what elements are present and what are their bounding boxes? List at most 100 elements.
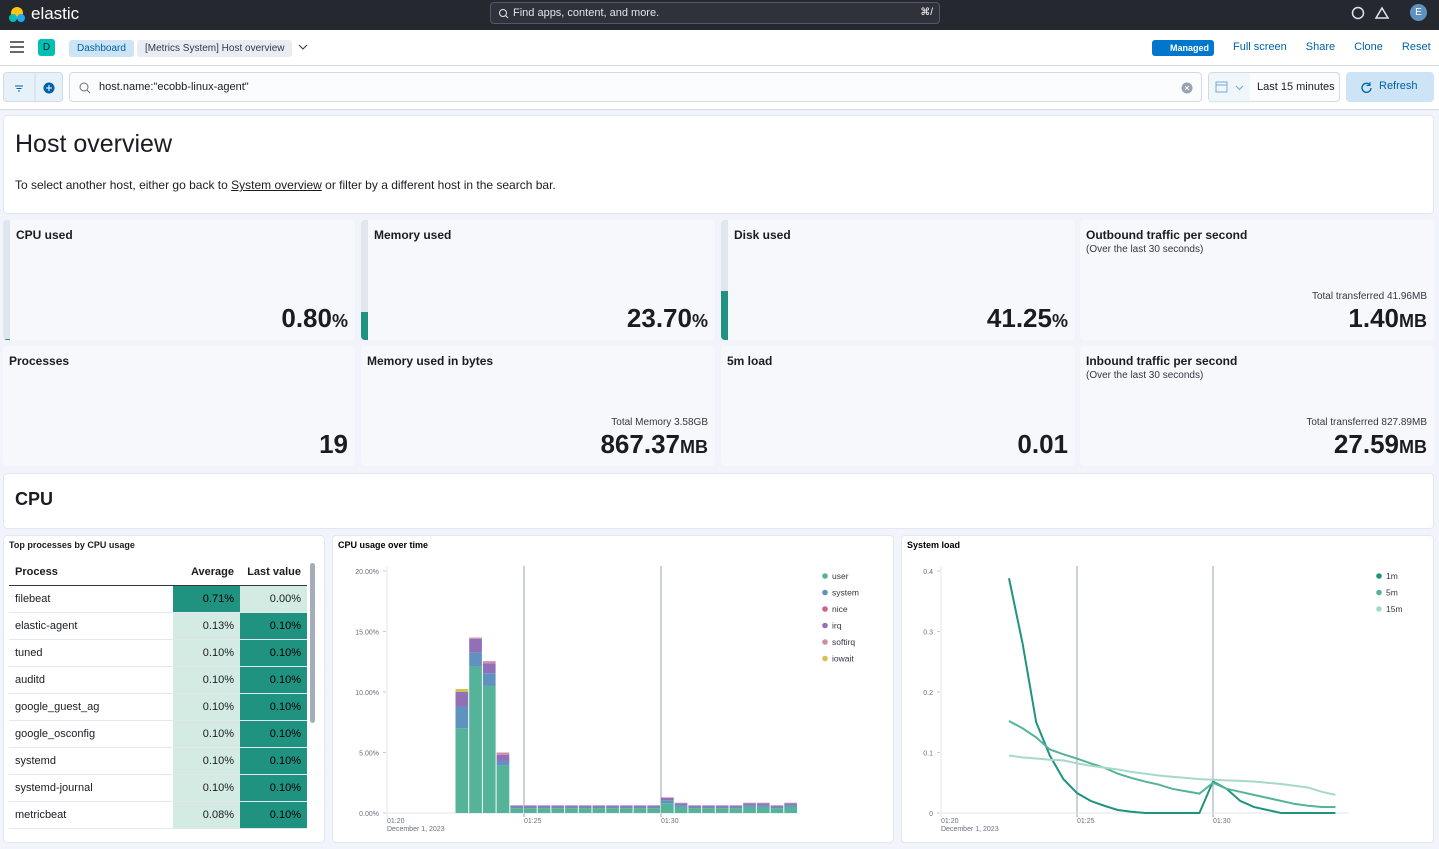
bar-segment (593, 807, 606, 808)
menu-icon[interactable] (10, 41, 24, 53)
table-cell: 0.10% (240, 640, 307, 667)
bar-segment (647, 807, 660, 808)
action-button[interactable]: Share (1306, 41, 1335, 53)
table-cell: 0.10% (240, 775, 307, 802)
bar-segment (661, 797, 674, 798)
table-row: filebeat0.71%0.00% (9, 586, 307, 613)
metric-number: 23.70 (627, 303, 692, 333)
table-row: metricbeat0.08%0.10% (9, 802, 307, 829)
bar-segment (483, 661, 496, 663)
metric-number: 0.01 (1017, 429, 1068, 459)
header-icons[interactable] (1351, 6, 1401, 24)
bar-segment (634, 807, 647, 808)
metric-subtitle: (Over the last 30 seconds) (1086, 244, 1203, 255)
action-button[interactable]: Reset (1402, 41, 1431, 53)
bar-segment (784, 807, 797, 813)
table-title: Top processes by CPU usage (9, 540, 135, 550)
bar-segment (620, 806, 633, 807)
line (1009, 721, 1335, 807)
table-cell: google_guest_ag (9, 694, 173, 721)
managed-badge: Managed (1152, 40, 1214, 56)
clear-icon[interactable] (1181, 82, 1193, 94)
actions: Full screen Share Clone Reset (1233, 41, 1431, 53)
column-header[interactable]: Average (173, 559, 240, 586)
bar-segment (716, 807, 729, 808)
bar-segment (688, 806, 701, 807)
scrollbar[interactable] (310, 563, 315, 723)
bar-segment (606, 807, 619, 808)
y-tick-label: 0.1 (923, 751, 933, 758)
table-cell: auditd (9, 667, 173, 694)
metric-number: 1.40 (1348, 303, 1399, 333)
bar-segment (702, 808, 715, 813)
table-cell: elastic-agent (9, 613, 173, 640)
action-button[interactable]: Clone (1354, 41, 1383, 53)
refresh-button[interactable]: Refresh (1346, 72, 1434, 102)
bar-segment (634, 806, 647, 807)
y-tick-label: 0.3 (923, 630, 933, 637)
filter-buttons[interactable] (3, 72, 63, 102)
table-cell: 0.10% (240, 613, 307, 640)
bar-segment (730, 805, 743, 806)
intro-panel: Host overview To select another host, ei… (3, 115, 1434, 214)
table-cell: 0.10% (240, 721, 307, 748)
metric-number: 19 (319, 429, 348, 459)
metric-title: Memory used in bytes (367, 354, 493, 368)
legend-label: softirq (832, 637, 855, 647)
avatar[interactable]: E (1410, 4, 1427, 21)
table-row: tuned0.10%0.10% (9, 640, 307, 667)
column-header[interactable]: Last value (240, 559, 307, 586)
bar-segment (579, 806, 592, 807)
space-badge[interactable]: D (38, 39, 55, 56)
legend-swatch (822, 639, 828, 645)
logo-text: elastic (31, 4, 79, 24)
metric-value: 867.37MB (600, 429, 708, 460)
breadcrumb[interactable]: Dashboard (69, 40, 134, 57)
legend-label: system (832, 588, 859, 598)
table-cell: 0.71% (173, 586, 240, 613)
bar-segment (743, 803, 756, 805)
table-cell: 0.10% (173, 721, 240, 748)
legend-swatch (1376, 573, 1382, 579)
link[interactable]: System overview (231, 178, 322, 192)
chart: CPU usage over time0.00%5.00%10.00%15.00… (333, 536, 893, 842)
table-header: ProcessAverageLast value (9, 559, 307, 586)
table-cell: 0.00% (240, 586, 307, 613)
gauge-bar (721, 291, 728, 341)
bar-segment (469, 667, 482, 813)
table-row: elastic-agent0.13%0.10% (9, 613, 307, 640)
bar-segment (469, 639, 482, 653)
global-search[interactable]: Find apps, content, and more. ⌘/ (490, 2, 940, 24)
table-cell: 0.13% (173, 613, 240, 640)
gauge-bar (361, 312, 368, 340)
intro-title: Host overview (15, 130, 172, 159)
y-tick-label: 0 (929, 811, 933, 818)
bar-segment (716, 808, 729, 813)
table-cell: systemd (9, 748, 173, 775)
metric-unit: MB (1399, 311, 1427, 331)
x-tick-label: 01:25 (524, 818, 542, 825)
y-tick-label: 10.00% (355, 690, 379, 697)
bar-segment (730, 807, 743, 808)
x-subtitle: December 1, 2023 (941, 826, 999, 833)
table-cell: 0.10% (173, 775, 240, 802)
section-title: CPU (15, 489, 53, 510)
y-tick-label: 0.00% (359, 811, 379, 818)
chevron[interactable] (298, 44, 308, 51)
column-header[interactable]: Process (9, 559, 173, 586)
refresh-icon (1361, 82, 1372, 93)
metric-title: 5m load (727, 354, 772, 368)
query-input[interactable]: host.name:"ecobb-linux-agent" (69, 72, 1202, 102)
bar-segment (743, 803, 756, 804)
bar-segment (565, 805, 578, 806)
bar-segment (784, 805, 797, 807)
action-button[interactable]: Full screen (1233, 41, 1287, 53)
bar-segment (510, 805, 523, 806)
metric-title: Inbound traffic per second (1086, 354, 1237, 368)
table-row: systemd-journal0.10%0.10% (9, 775, 307, 802)
bar-segment (565, 807, 578, 808)
time-picker[interactable]: Last 15 minutes (1208, 72, 1340, 102)
gauge-track (3, 220, 10, 340)
bar-segment (702, 806, 715, 807)
legend-label: irq (832, 621, 842, 631)
